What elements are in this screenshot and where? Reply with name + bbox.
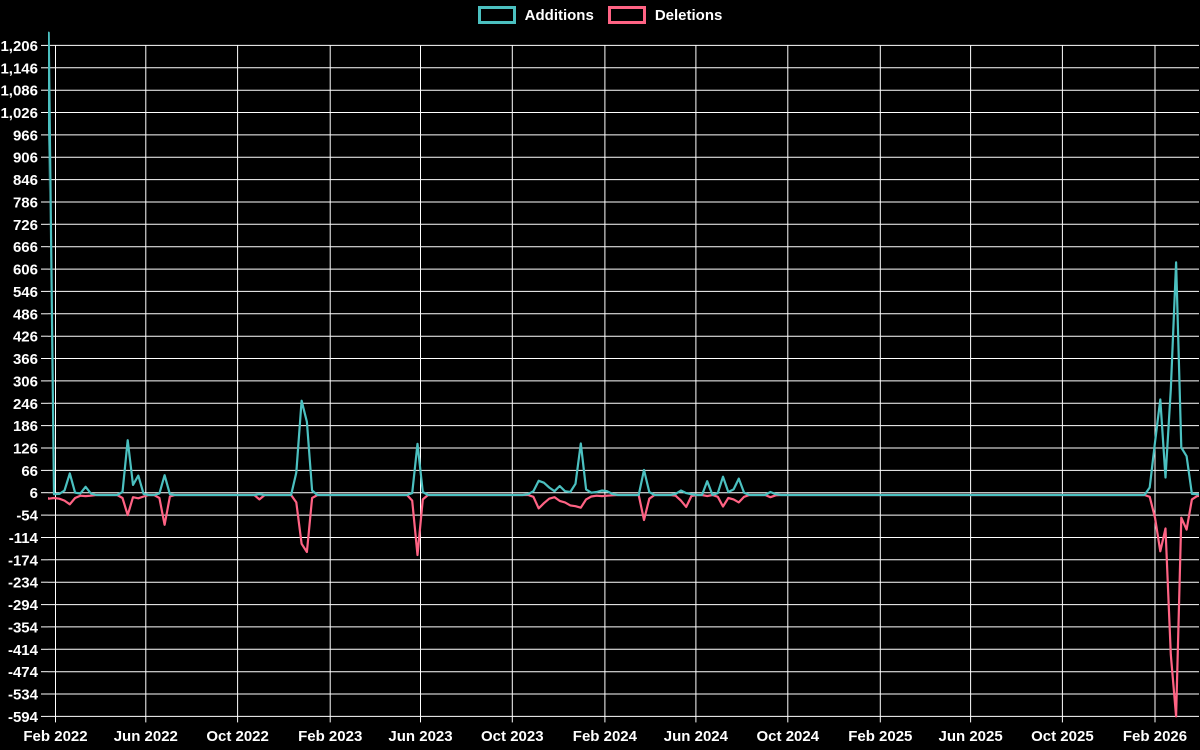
y-tick-label: 66 [21, 463, 38, 480]
x-tick-label: Jun 2025 [938, 728, 1002, 745]
y-tick-label: 246 [13, 396, 38, 413]
legend-item-deletions[interactable]: Deletions [607, 6, 723, 24]
legend-item-additions[interactable]: Additions [477, 6, 594, 24]
grid [41, 44, 1199, 723]
y-tick-label: 486 [13, 306, 38, 323]
y-tick-label: -594 [8, 709, 39, 726]
deletions-line [48, 493, 1199, 718]
y-tick-label: -534 [8, 687, 39, 704]
x-tick-label: Feb 2024 [573, 728, 638, 745]
x-tick-label: Feb 2025 [848, 728, 912, 745]
additions-swatch-icon [477, 6, 516, 24]
y-tick-label: -474 [8, 664, 39, 681]
y-tick-label: -174 [8, 552, 39, 569]
y-tick-label: 906 [13, 150, 38, 167]
additions-line [48, 31, 1199, 497]
x-tick-label: Oct 2025 [1031, 728, 1094, 745]
x-tick-label: Jun 2023 [388, 728, 452, 745]
x-tick-label: Feb 2026 [1123, 728, 1187, 745]
y-tick-label: 126 [13, 441, 38, 458]
y-tick-label: 6 [30, 485, 38, 502]
y-tick-label: 1,206 [0, 38, 38, 55]
y-tick-label: 786 [13, 194, 38, 211]
y-tick-label: -354 [8, 619, 39, 636]
y-tick-label: 966 [13, 127, 38, 144]
y-tick-label: 426 [13, 329, 38, 346]
x-tick-label: Oct 2024 [757, 728, 820, 745]
x-tick-label: Oct 2023 [481, 728, 544, 745]
y-tick-label: 366 [13, 351, 38, 368]
x-tick-label: Jun 2024 [664, 728, 729, 745]
y-tick-label: 546 [13, 284, 38, 301]
x-tick-label: Oct 2022 [206, 728, 269, 745]
y-tick-label: 1,146 [0, 60, 38, 77]
y-tick-label: 1,086 [0, 83, 38, 100]
y-tick-label: 666 [13, 239, 38, 256]
y-tick-label: 306 [13, 373, 38, 390]
y-tick-label: -294 [8, 597, 39, 614]
y-tick-label: 726 [13, 217, 38, 234]
y-tick-label: -234 [8, 575, 39, 592]
deletions-swatch-icon [607, 6, 646, 24]
x-tick-label: Jun 2022 [114, 728, 178, 745]
x-tick-label: Feb 2022 [23, 728, 87, 745]
additions-legend-label: Additions [524, 6, 594, 24]
y-tick-label: -114 [9, 530, 39, 547]
y-tick-label: 1,026 [0, 105, 38, 122]
y-tick-label: -54 [16, 508, 38, 525]
x-tick-label: Feb 2023 [298, 728, 362, 745]
y-tick-label: 846 [13, 172, 38, 189]
y-tick-label: -414 [8, 642, 39, 659]
series-lines [48, 31, 1199, 718]
deletions-legend-label: Deletions [654, 6, 723, 24]
chart-legend: Additions Deletions [0, 6, 1200, 24]
y-tick-label: 606 [13, 262, 38, 279]
y-tick-label: 186 [13, 418, 38, 435]
axis-labels: 1,2061,1461,0861,02696690684678672666660… [0, 38, 1187, 745]
